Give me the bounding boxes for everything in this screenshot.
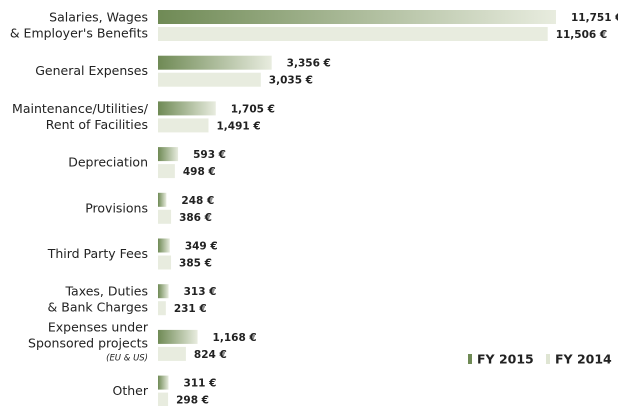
bar <box>158 238 170 253</box>
category-label: Salaries, Wages <box>49 10 148 25</box>
category-label: Sponsored projects <box>28 335 148 350</box>
value-label: 298 € <box>176 395 209 406</box>
value-label: 248 € <box>181 195 214 207</box>
bar <box>158 392 169 406</box>
bar <box>158 10 556 24</box>
bar <box>158 192 167 207</box>
category-label: Other <box>113 383 149 398</box>
category-label: Provisions <box>85 200 148 215</box>
value-label: 311 € <box>184 378 217 390</box>
bar <box>158 147 179 162</box>
legend-label: FY 2014 <box>555 352 612 367</box>
value-label: 385 € <box>179 258 212 270</box>
bar <box>158 55 272 70</box>
bar <box>158 329 198 344</box>
category-label: Third Party Fees <box>47 246 148 261</box>
value-label: 3,356 € <box>287 58 331 70</box>
value-label: 1,491 € <box>216 120 260 132</box>
legend-label: FY 2015 <box>477 352 534 367</box>
bar <box>158 255 172 270</box>
value-label: 1,705 € <box>231 103 275 115</box>
bar <box>158 27 548 41</box>
bar <box>158 209 172 224</box>
bar <box>158 164 175 179</box>
category-label: Taxes, Duties <box>64 284 148 299</box>
value-label: 11,751 € <box>571 12 618 24</box>
category-label: Rent of Facilities <box>46 117 148 132</box>
value-label: 349 € <box>185 241 218 253</box>
value-label: 386 € <box>179 212 212 224</box>
category-label: Expenses under <box>48 319 149 334</box>
value-label: 11,506 € <box>556 29 607 41</box>
value-label: 593 € <box>193 149 226 161</box>
bar <box>158 118 209 133</box>
category-label: General Expenses <box>35 63 148 78</box>
legend-swatch <box>546 354 550 364</box>
value-label: 498 € <box>183 166 216 178</box>
value-label: 231 € <box>174 303 207 315</box>
value-label: 3,035 € <box>269 75 313 87</box>
bar <box>158 301 166 316</box>
bar <box>158 284 169 299</box>
bar <box>158 375 169 390</box>
category-label: Depreciation <box>68 155 148 170</box>
category-label: & Employer's Benefits <box>10 26 148 41</box>
value-label: 313 € <box>184 286 217 298</box>
legend-swatch <box>468 354 472 364</box>
value-label: 1,168 € <box>213 332 257 344</box>
value-label: 824 € <box>194 349 227 361</box>
category-label: Maintenance/Utilities/ <box>12 101 149 116</box>
bar <box>158 72 261 87</box>
category-label: & Bank Charges <box>48 300 148 315</box>
bar <box>158 101 216 116</box>
category-label: (EU & US) <box>106 353 148 363</box>
bar <box>158 346 186 361</box>
